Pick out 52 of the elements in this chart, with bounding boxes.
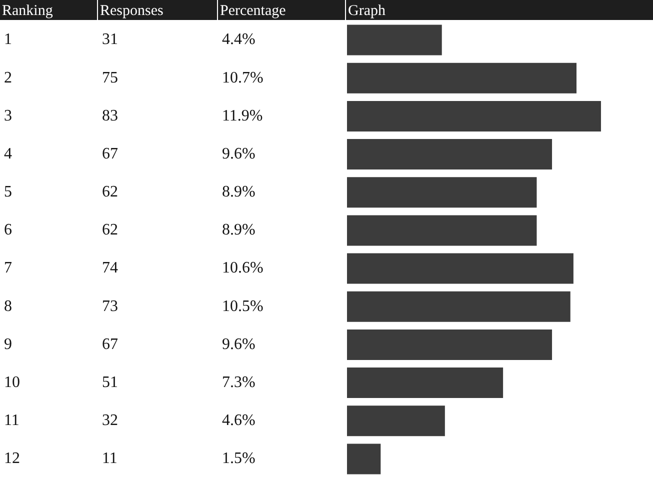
bar — [347, 406, 445, 436]
y-tick-label: 5 — [4, 184, 12, 201]
y-tick-label: 1 — [4, 31, 12, 48]
data-label: 11 — [102, 450, 118, 468]
data-label: 51 — [102, 374, 118, 391]
data-label: 83 — [102, 107, 118, 124]
data-label: 75 — [102, 69, 118, 86]
bar — [347, 253, 574, 284]
text: 1.5% — [222, 450, 256, 468]
data-label: 67 — [102, 145, 118, 162]
text: Responses — [100, 2, 164, 19]
text: Percentage — [220, 2, 286, 19]
bar — [347, 177, 537, 208]
text: 4.6% — [222, 412, 256, 430]
text: 8.9% — [222, 184, 256, 201]
bar — [347, 62, 576, 94]
bar — [347, 100, 601, 132]
y-tick-label: 2 — [4, 69, 12, 86]
data-label: 32 — [102, 412, 118, 430]
text: 7.3% — [222, 374, 256, 391]
y-tick-label: 6 — [4, 222, 12, 239]
text: 9.6% — [222, 336, 256, 353]
text: 4.4% — [222, 31, 256, 48]
data-label: 31 — [102, 31, 118, 48]
y-tick-label: 12 — [4, 450, 20, 468]
text: 11.9% — [222, 107, 263, 124]
y-tick-label: 4 — [4, 145, 12, 162]
y-tick-label: 11 — [4, 412, 20, 430]
text: 9.6% — [222, 145, 256, 162]
data-label: 73 — [102, 298, 118, 315]
y-tick-label: 10 — [4, 374, 20, 391]
text: 8.9% — [222, 222, 256, 239]
data-label: 62 — [102, 184, 118, 201]
y-tick-label: 7 — [4, 260, 12, 277]
bar — [347, 444, 381, 474]
bar — [347, 24, 442, 56]
data-label: 62 — [102, 222, 118, 239]
bar — [347, 368, 504, 398]
text: 10.6% — [222, 260, 264, 277]
data-label: 67 — [102, 336, 118, 353]
data-label: 74 — [102, 260, 118, 277]
bar — [347, 139, 552, 170]
text: 10.5% — [222, 298, 264, 315]
y-axis-title: Ranking — [2, 2, 54, 19]
y-tick-label: 3 — [4, 107, 12, 124]
text: Graph — [348, 2, 386, 19]
y-tick-label: 8 — [4, 298, 12, 315]
bar — [347, 329, 552, 360]
text: 10.7% — [222, 69, 264, 86]
bar — [347, 291, 570, 322]
y-tick-label: 9 — [4, 336, 12, 353]
bar — [347, 215, 537, 246]
